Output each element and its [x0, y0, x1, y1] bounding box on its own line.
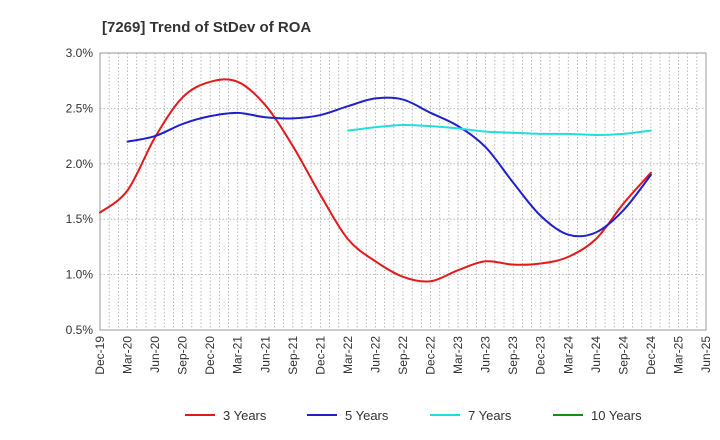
y-axis: 0.5% 1.0% 1.5% 2.0% 2.5% 3.0%	[66, 46, 94, 337]
legend-label-5-years: 5 Years	[345, 408, 389, 423]
y-tick-label: 2.5%	[66, 101, 94, 115]
legend: 3 Years 5 Years 7 Years 10 Years	[185, 408, 642, 423]
x-tick-label: Sep-24	[616, 336, 630, 375]
x-tick-label: Jun-20	[148, 336, 162, 373]
x-tick-label: Dec-19	[93, 336, 107, 375]
x-tick-label: Sep-22	[396, 336, 410, 375]
y-tick-label: 2.0%	[66, 157, 94, 171]
series-line-3-years	[99, 78, 652, 283]
x-tick-label: Jun-23	[479, 336, 493, 373]
x-tick-label: Sep-21	[286, 336, 300, 375]
x-tick-label: Jun-21	[258, 336, 272, 373]
series-line-5-years	[126, 96, 652, 238]
y-tick-label: 0.5%	[66, 323, 94, 337]
x-tick-label: Mar-23	[451, 336, 465, 374]
x-tick-label: Jun-25	[699, 336, 713, 373]
plot-frame	[99, 52, 707, 331]
x-tick-label: Mar-20	[121, 336, 135, 374]
x-tick-label: Sep-23	[506, 336, 520, 375]
x-tick-label: Jun-22	[368, 336, 382, 373]
y-tick-label: 3.0%	[66, 46, 94, 60]
chart-title: [7269] Trend of StDev of ROA	[102, 19, 311, 36]
x-tick-label: Dec-23	[534, 336, 548, 375]
x-tick-label: Dec-20	[203, 336, 217, 375]
x-tick-label: Mar-21	[231, 336, 245, 374]
legend-label-3-years: 3 Years	[223, 408, 267, 423]
x-tick-label: Jun-24	[589, 336, 603, 373]
grid	[100, 52, 706, 331]
x-tick-label: Mar-22	[341, 336, 355, 374]
series-layer	[99, 78, 652, 283]
y-tick-label: 1.5%	[66, 212, 94, 226]
x-tick-label: Sep-20	[176, 336, 190, 375]
x-tick-label: Dec-21	[313, 336, 327, 375]
x-tick-label: Mar-24	[561, 336, 575, 374]
series-line-7-years	[346, 123, 652, 136]
x-tick-label: Dec-24	[644, 336, 658, 375]
x-axis: Dec-19 Mar-20 Jun-20 Sep-20 Dec-20 Mar-21 Jun-…	[93, 336, 713, 375]
legend-label-10-years: 10 Years	[591, 408, 642, 423]
x-tick-label: Mar-25	[671, 336, 685, 374]
y-tick-label: 1.0%	[66, 268, 94, 282]
x-tick-label: Dec-22	[424, 336, 438, 375]
legend-label-7-years: 7 Years	[468, 408, 512, 423]
